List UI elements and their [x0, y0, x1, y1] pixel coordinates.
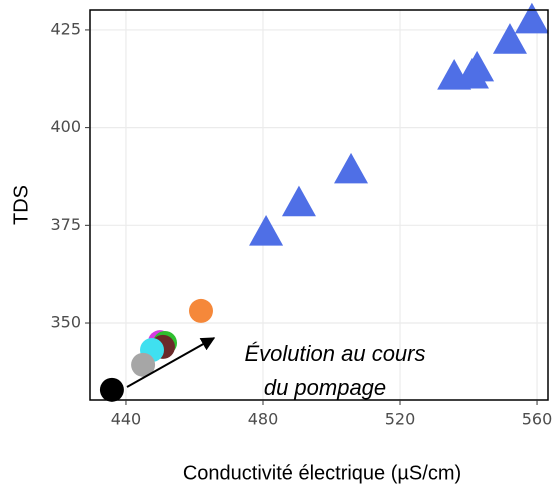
- circle-point: [131, 352, 156, 377]
- x-tick-label: 520: [385, 410, 416, 429]
- triangle-point: [249, 214, 284, 246]
- triangle-point: [514, 2, 549, 34]
- marks: [99, 2, 549, 402]
- triangle-point: [334, 152, 369, 184]
- triangle-point: [281, 185, 316, 217]
- annotation: Évolution au cours: [245, 341, 426, 366]
- circle-point: [188, 298, 213, 323]
- circle-point: [99, 377, 124, 402]
- y-axis-title: TDS: [10, 185, 32, 225]
- x-tick-label: 440: [111, 410, 142, 429]
- y-tick-label: 400: [50, 117, 81, 136]
- triangle-point: [454, 57, 489, 89]
- y-tick-label: 375: [50, 215, 81, 234]
- x-axis-title: Conductivité électrique (µS/cm): [183, 462, 461, 484]
- triangle-point: [492, 23, 527, 54]
- arrow: [126, 337, 216, 388]
- annotation: du pompage: [264, 375, 386, 400]
- y-tick-label: 425: [50, 19, 81, 38]
- y-tick-label: 350: [50, 313, 81, 332]
- panel-border: [89, 9, 549, 401]
- grid: [90, 10, 548, 400]
- x-tick-label: 480: [248, 410, 279, 429]
- x-tick-label: 560: [522, 410, 553, 429]
